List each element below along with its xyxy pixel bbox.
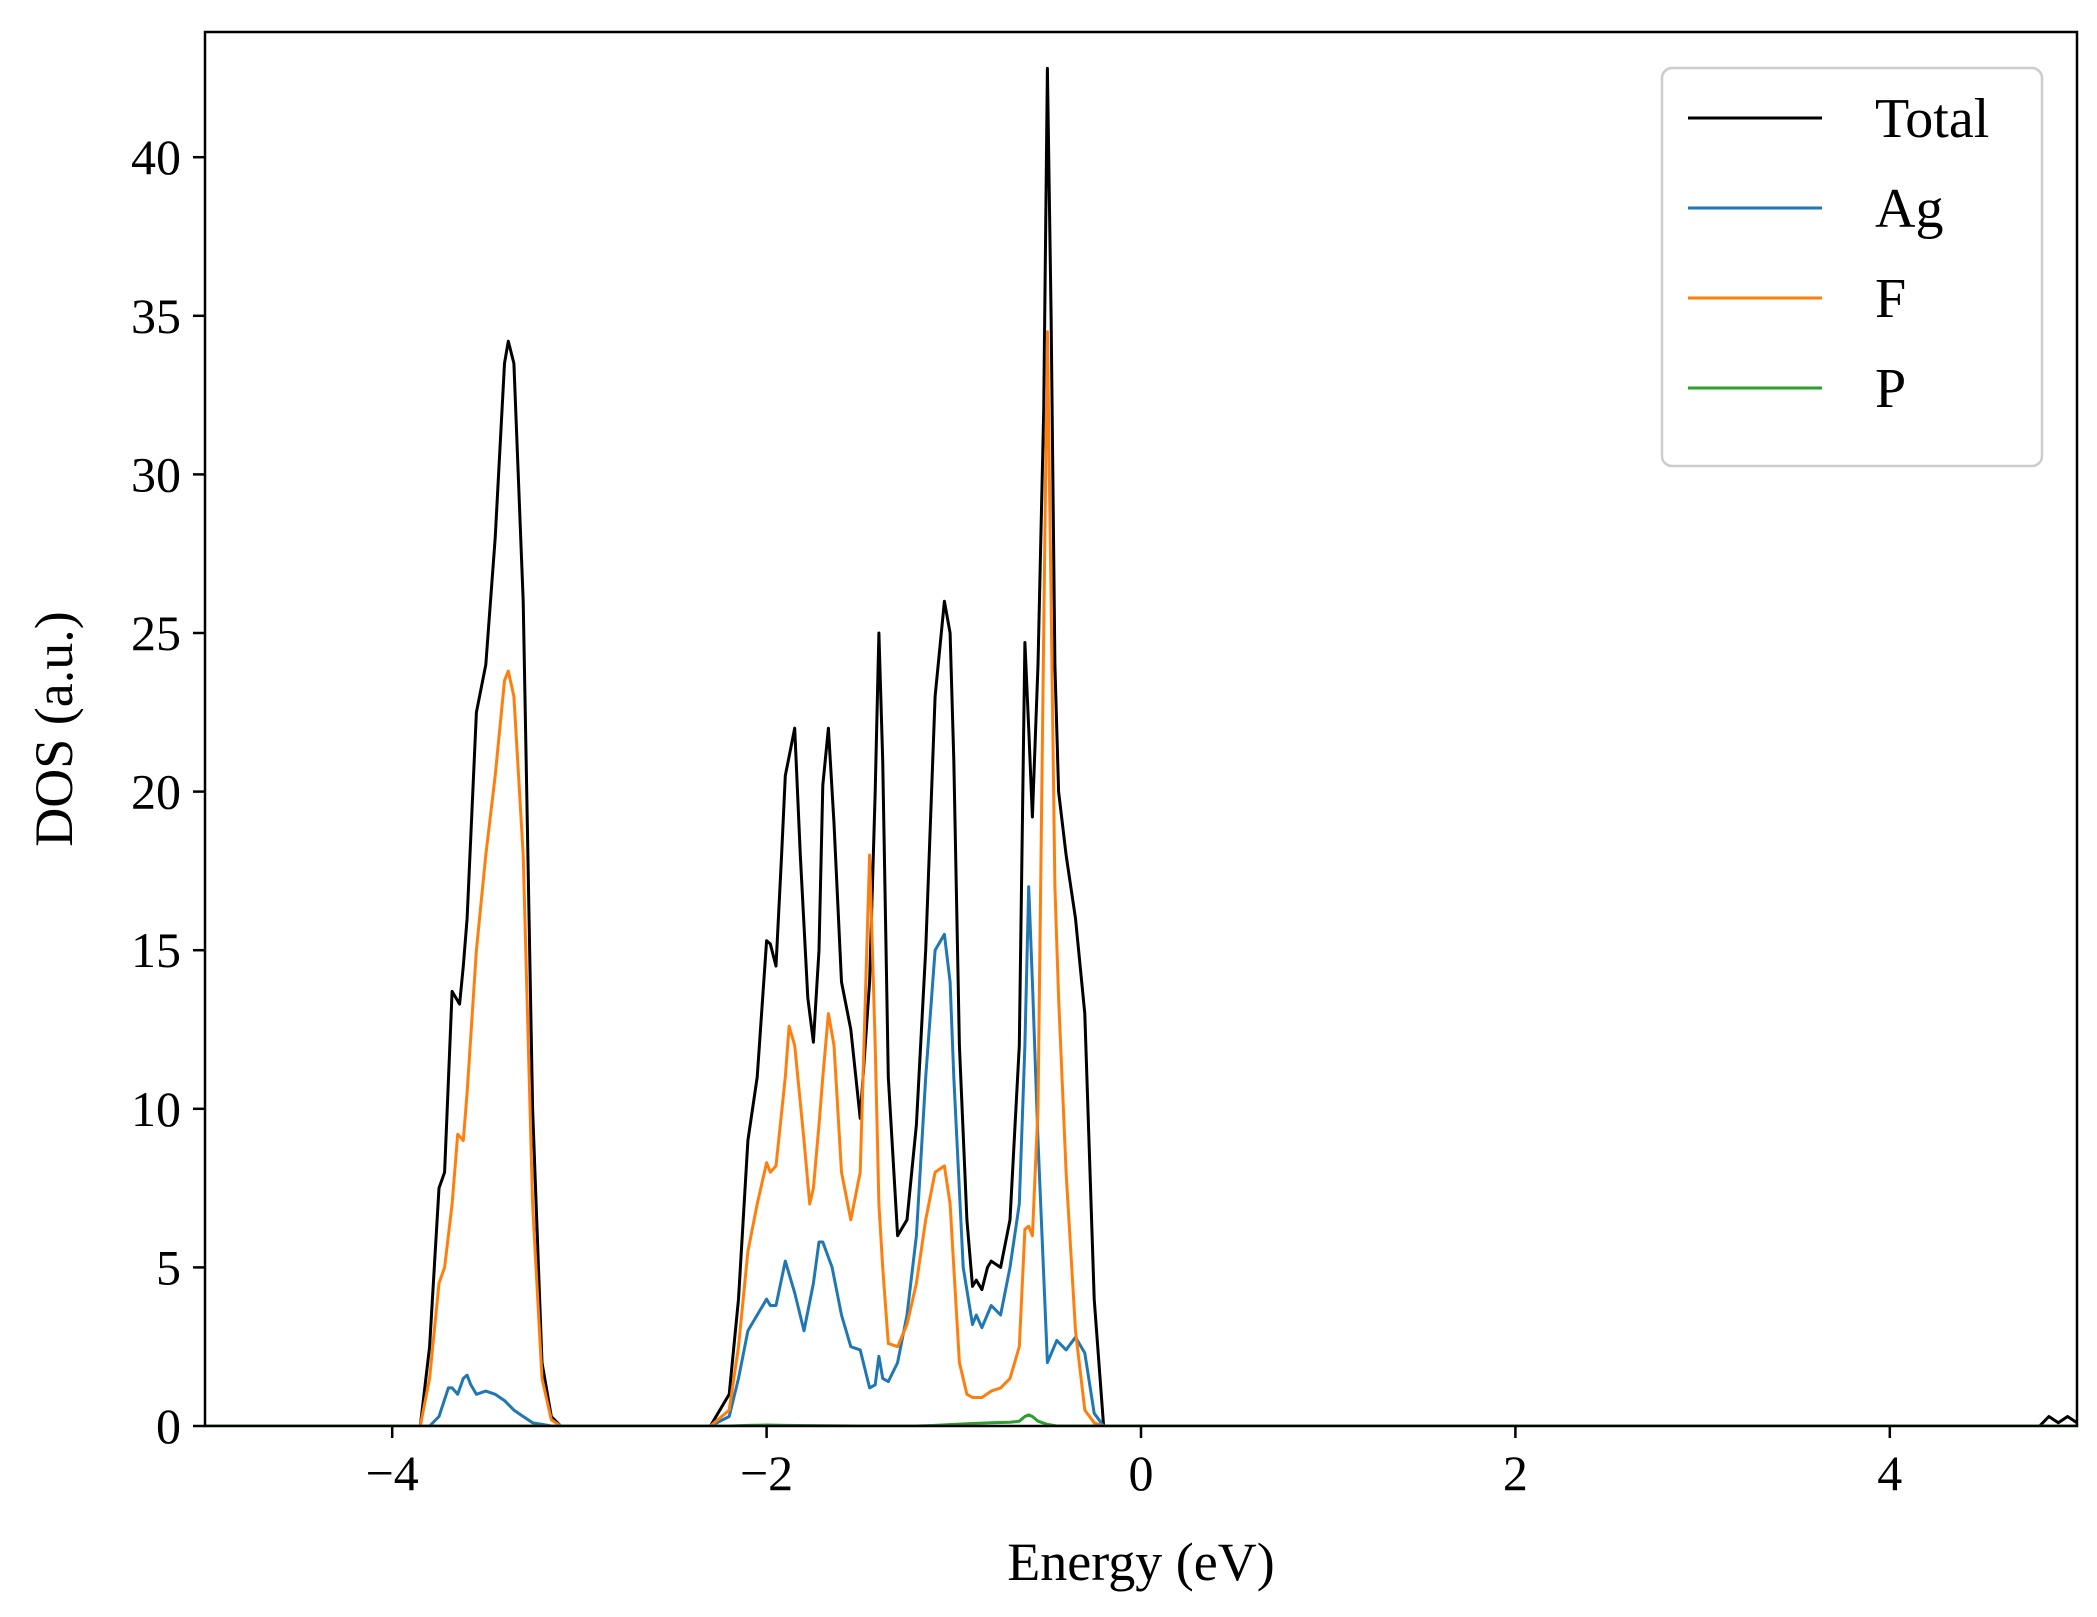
y-tick-label: 35 xyxy=(131,288,181,344)
y-tick-label: 40 xyxy=(131,129,181,185)
x-tick-label: 0 xyxy=(1129,1445,1154,1501)
x-tick-label: −4 xyxy=(366,1445,419,1501)
y-tick-label: 25 xyxy=(131,605,181,661)
y-tick-label: 0 xyxy=(156,1398,181,1454)
y-tick-label: 30 xyxy=(131,446,181,502)
legend: Total Ag FP xyxy=(1660,66,2044,468)
legend-entries: Total Ag FP xyxy=(1688,88,1989,420)
legend-frame xyxy=(1660,66,2044,468)
legend-label-f: F xyxy=(1875,268,1906,330)
x-tick-label: 4 xyxy=(1877,1445,1902,1501)
y-tick-label: 15 xyxy=(131,922,181,978)
x-tick-label: −2 xyxy=(740,1445,793,1501)
x-axis-label: Energy (eV) xyxy=(1007,1532,1274,1592)
y-tick-label: 10 xyxy=(131,1081,181,1137)
legend-label-total: Total xyxy=(1875,88,1989,150)
legend-label-p: P xyxy=(1875,358,1906,420)
series-line-total xyxy=(205,66,2077,1426)
series-line-f xyxy=(205,330,2077,1426)
x-tick-label: 2 xyxy=(1503,1445,1528,1501)
y-tick-label: 20 xyxy=(131,764,181,820)
y-axis-label: DOS (a.u.) xyxy=(24,611,84,846)
legend-label-ag: Ag xyxy=(1875,178,1943,240)
y-tick-label: 5 xyxy=(156,1239,181,1295)
y-axis-ticks: 0 5 10 15 20 25 30 35 40 xyxy=(131,129,205,1454)
series-line-ag xyxy=(205,885,2077,1426)
x-axis-ticks: −4 −2 0 2 4 xyxy=(366,1426,1902,1501)
